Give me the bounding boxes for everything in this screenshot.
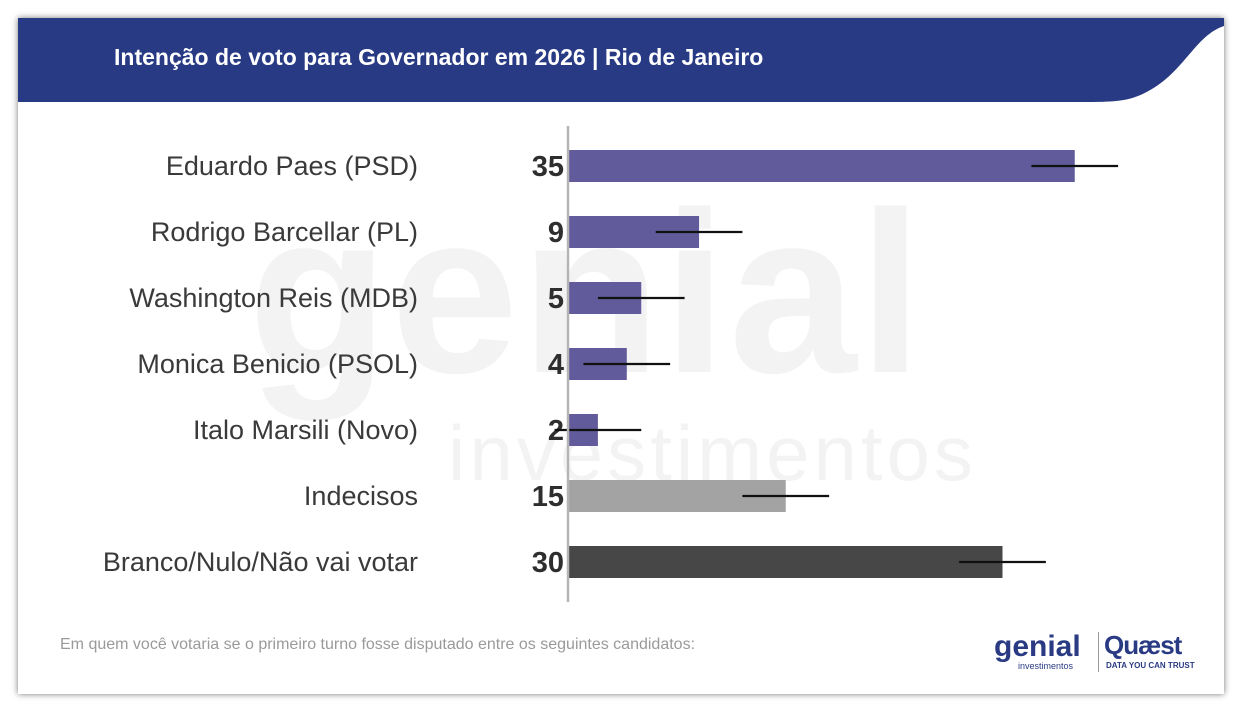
chart-card: Intenção de voto para Governador em 2026… xyxy=(18,18,1224,694)
category-label: Branco/Nulo/Não vai votar xyxy=(103,547,418,577)
category-label: Washington Reis (MDB) xyxy=(129,283,418,313)
category-label: Italo Marsili (Novo) xyxy=(193,415,418,445)
category-label: Rodrigo Barcellar (PL) xyxy=(151,217,418,247)
logo-divider xyxy=(1098,632,1099,672)
category-label: Eduardo Paes (PSD) xyxy=(166,151,418,181)
bar-chart: Eduardo Paes (PSD) 35 Rodrigo Barcellar (P… xyxy=(103,126,1119,602)
value-label: 4 xyxy=(548,349,564,381)
header-banner: Intenção de voto para Governador em 2026… xyxy=(18,18,1224,102)
bar xyxy=(569,546,1003,578)
bar xyxy=(569,150,1075,182)
genial-logo-text: genial xyxy=(994,630,1081,663)
quaest-logo-text: Quæst xyxy=(1104,630,1182,660)
value-label: 5 xyxy=(548,283,564,315)
category-label: Indecisos xyxy=(304,481,418,511)
header-background xyxy=(18,18,1224,102)
genial-logo: genial investimentos xyxy=(994,632,1094,674)
value-label: 30 xyxy=(532,547,564,579)
genial-logo-subtext: investimentos xyxy=(1018,661,1074,671)
quaest-logo-tagline: DATA YOU CAN TRUST xyxy=(1106,661,1195,670)
survey-question-note: Em quem você votaria se o primeiro turno… xyxy=(60,636,696,653)
chart-title: Intenção de voto para Governador em 2026… xyxy=(114,44,764,70)
quaest-logo: Quæst DATA YOU CAN TRUST xyxy=(1104,632,1200,674)
value-label: 35 xyxy=(532,151,564,183)
value-label: 15 xyxy=(532,481,564,513)
value-label: 9 xyxy=(548,217,564,249)
category-label: Monica Benicio (PSOL) xyxy=(137,349,418,379)
